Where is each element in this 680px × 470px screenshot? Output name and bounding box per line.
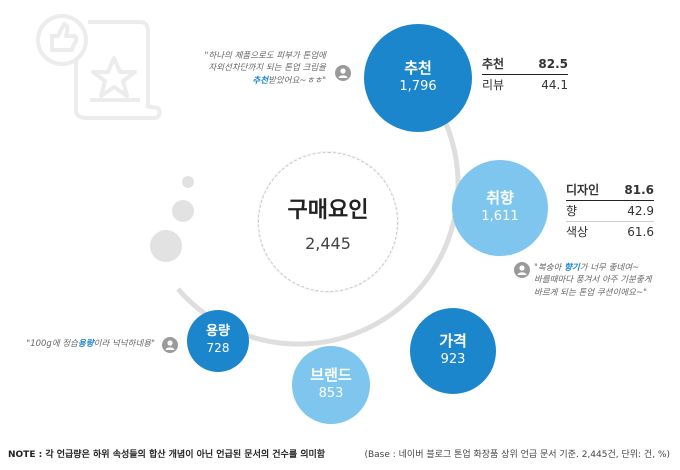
- quote-text: 받았어요~ㅎㅎ": [268, 75, 326, 86]
- bubble-volume: 용량 728: [187, 310, 249, 372]
- bubble-price: 가격 923: [410, 308, 496, 394]
- row-label: 향: [566, 204, 578, 218]
- bubble-price-name: 가격: [439, 332, 467, 351]
- center-circle: 구매요인 2,445: [258, 152, 398, 292]
- bubble-recommend: 추천 1,796: [364, 24, 472, 132]
- row-label: 추천: [482, 57, 505, 71]
- row-value: 61.6: [627, 225, 654, 239]
- quote-highlight: 향기: [564, 263, 580, 273]
- table-row: 리뷰 44.1: [482, 75, 568, 95]
- row-value: 42.9: [627, 204, 654, 218]
- footer-base: (Base : 네이버 블로그 톤업 화장품 상위 언급 문서 기준. 2,44…: [364, 450, 670, 460]
- user-icon: [162, 337, 178, 353]
- quote-line: 바를때마다 풍겨서 아주 기분좋게: [534, 275, 652, 286]
- row-value: 82.5: [538, 57, 568, 71]
- quote-recommend: "하나의 제품으로도 피부가 톤업에 자외선차단까지 되는 톤업 크림을 추천받…: [205, 50, 327, 87]
- footer-note: NOTE : 각 언급량은 하위 속성들의 합산 개념이 아닌 언급된 문서의 …: [8, 450, 326, 460]
- quote-line: 자외선차단까지 되는 톤업 크림을: [208, 63, 326, 74]
- row-value: 81.6: [624, 183, 654, 197]
- bubble-brand-value: 853: [318, 385, 344, 401]
- user-icon: [514, 262, 530, 278]
- recommend-table: 추천 82.5 리뷰 44.1: [482, 54, 568, 95]
- bubble-volume-name: 용량: [206, 324, 230, 340]
- table-row: 디자인 81.6: [566, 180, 654, 201]
- quote-taste: "복숭아 향기가 너무 좋네여~ 바를때마다 풍겨서 아주 기분좋게 바르게 되…: [534, 262, 652, 299]
- bubble-taste-name: 취향: [486, 189, 514, 208]
- row-label: 디자인: [566, 183, 600, 197]
- document-star-icon: [36, 14, 162, 120]
- quote-line: "100g에 정습용량이라 넉넉하네용": [26, 338, 155, 350]
- bubble-price-value: 923: [440, 351, 466, 367]
- bubble-recommend-value: 1,796: [399, 78, 437, 94]
- quote-highlight: 용량: [78, 339, 94, 349]
- quote-text: "복숭아: [534, 263, 565, 273]
- bubble-volume-value: 728: [206, 341, 230, 356]
- quote-text: 가 너무 좋네여~: [579, 263, 640, 273]
- decor-dot-medium: [172, 200, 194, 222]
- quote-text: "100g에 정습: [26, 339, 78, 349]
- bubble-taste-value: 1,611: [481, 208, 519, 224]
- quote-line: "하나의 제품으로도 피부가 톤업에: [204, 51, 327, 61]
- row-value: 44.1: [541, 78, 568, 92]
- taste-table: 디자인 81.6 향 42.9 색상 61.6: [566, 180, 654, 242]
- quote-text: 이라 넉넉하네용": [93, 339, 155, 349]
- quote-highlight: 추천: [252, 75, 269, 86]
- bubble-recommend-name: 추천: [404, 59, 432, 78]
- bubble-brand: 브랜드 853: [292, 346, 370, 424]
- decor-dot-small: [182, 176, 194, 188]
- center-value: 2,445: [305, 233, 351, 253]
- row-label: 리뷰: [482, 78, 505, 92]
- quote-line: "복숭아 향기가 너무 좋네여~: [534, 262, 652, 274]
- bubble-taste: 취향 1,611: [452, 160, 548, 256]
- bubble-brand-name: 브랜드: [310, 366, 352, 385]
- quote-line: 바르게 되는 톤업 쿠션이에요~": [534, 287, 647, 298]
- user-icon: [335, 65, 351, 81]
- quote-volume: "100g에 정습용량이라 넉넉하네용": [26, 338, 155, 350]
- table-row: 추천 82.5: [482, 54, 568, 75]
- decor-dot-large: [150, 230, 182, 262]
- quote-line: 추천받았어요~ㅎㅎ": [205, 75, 326, 87]
- table-row: 색상 61.6: [566, 222, 654, 242]
- center-title: 구매요인: [287, 197, 369, 223]
- row-label: 색상: [566, 225, 589, 239]
- table-row: 향 42.9: [566, 201, 654, 222]
